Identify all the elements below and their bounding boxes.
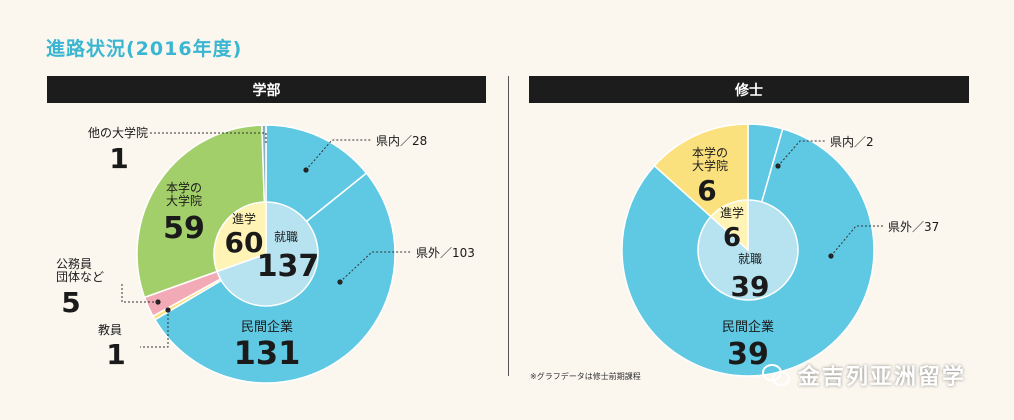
wechat-icon — [762, 362, 792, 388]
master-value-own-grad: 6 — [697, 174, 716, 207]
master-header: 修士 — [529, 76, 969, 103]
label-teacher: 教員 — [98, 322, 122, 337]
label-public: 公務員団体など — [56, 257, 104, 284]
inner-slice-進学 — [213, 201, 267, 273]
watermark: 金吉列亚洲留学 — [762, 359, 966, 391]
leader-teacher — [140, 310, 169, 348]
leader-prefecture-in — [305, 139, 372, 171]
group-value-private: 131 — [234, 334, 301, 372]
value-public: 5 — [61, 286, 80, 319]
inner-slice-就職 — [216, 201, 319, 307]
master-group-label-private: 民間企業 — [722, 319, 774, 335]
group-label-private: 民間企業 — [241, 319, 293, 335]
inner-label-advance: 進学 — [232, 211, 256, 226]
master-leader-prefecture-in — [777, 140, 826, 167]
page-title: 進路状況(2016年度) — [46, 38, 243, 60]
value-teacher: 1 — [106, 338, 125, 371]
label-prefecture-out: 県外／103 — [416, 246, 475, 260]
section-divider — [508, 76, 509, 376]
inner-value-employment: 137 — [257, 249, 320, 284]
value-other-grad: 1 — [109, 142, 128, 175]
value-own-grad: 59 — [163, 211, 205, 246]
master-label-prefecture-in: 県内／2 — [830, 135, 874, 149]
master-leader-prefecture-out — [830, 225, 884, 257]
leader-public — [121, 282, 158, 303]
label-prefecture-in: 県内／28 — [376, 134, 427, 148]
master-inner-label-advance: 進学 — [720, 205, 744, 220]
master-inner-label-employment: 就職 — [738, 252, 762, 266]
master-inner-value-employment: 39 — [731, 270, 770, 303]
inner-label-employment: 就職 — [274, 230, 298, 244]
master-label-prefecture-out: 県外／37 — [888, 220, 939, 234]
watermark-text: 金吉列亚洲留学 — [798, 365, 967, 390]
master-inner-slice-進学 — [709, 199, 749, 252]
footnote: ※グラフデータは修士前期課程 — [530, 372, 641, 381]
label-own-grad: 本学の大学院 — [166, 180, 202, 208]
leader-other-grad — [150, 132, 267, 143]
master-group-value-private: 39 — [727, 337, 769, 372]
undergrad-header: 学部 — [47, 76, 486, 103]
master-inner-value-advance: 6 — [723, 223, 741, 253]
inner-value-advance: 60 — [225, 226, 264, 259]
label-other-grad: 他の大学院 — [88, 125, 148, 140]
master-label-own-grad: 本学の大学院 — [692, 145, 728, 173]
